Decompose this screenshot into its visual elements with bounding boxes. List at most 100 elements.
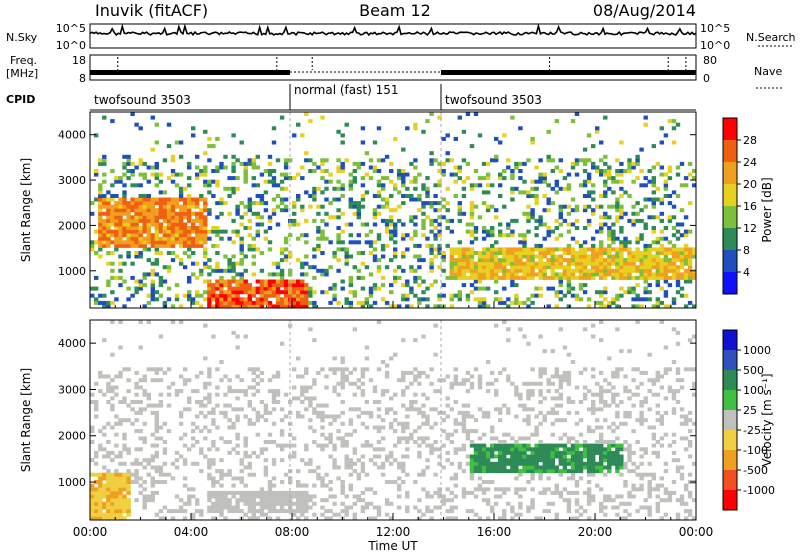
power-cell <box>98 161 103 166</box>
power-cell <box>498 251 503 255</box>
power-cell <box>267 286 273 291</box>
power-cell <box>667 283 673 288</box>
power-cell <box>348 283 353 288</box>
power-cell <box>146 204 151 209</box>
power-cell <box>187 194 192 198</box>
velocity-cell <box>231 494 236 499</box>
power-cell <box>582 183 588 188</box>
velocity-cell <box>324 414 329 419</box>
velocity-cell <box>538 476 543 481</box>
velocity-cell <box>288 501 293 506</box>
velocity-cell <box>538 370 543 375</box>
power-cell <box>655 283 660 288</box>
velocity-cell <box>692 461 697 466</box>
velocity-cell <box>494 469 499 474</box>
power-cell <box>90 293 95 298</box>
velocity-cell <box>659 385 664 390</box>
velocity-cell <box>639 370 644 375</box>
velocity-cell <box>348 461 353 466</box>
power-cell <box>599 258 604 263</box>
velocity-cell <box>328 432 333 437</box>
velocity-cell <box>94 454 99 459</box>
power-cell <box>98 247 103 252</box>
velocity-cell <box>514 385 519 390</box>
power-cell <box>663 194 669 198</box>
velocity-cell <box>296 469 301 474</box>
velocity-cell <box>126 450 131 455</box>
velocity-cell <box>595 469 600 474</box>
power-cell <box>211 179 216 184</box>
velocity-cell <box>546 476 551 481</box>
velocity-cell <box>360 490 366 495</box>
power-cell <box>332 197 337 202</box>
power-cell <box>170 158 176 163</box>
power-cell <box>582 251 588 255</box>
power-cell <box>603 251 608 255</box>
power-cell <box>110 222 115 227</box>
power-cell <box>393 254 398 259</box>
power-cell <box>530 300 535 305</box>
power-cell <box>538 272 543 277</box>
velocity-cell <box>433 440 438 444</box>
velocity-cell <box>380 465 386 470</box>
power-cell <box>118 176 123 181</box>
velocity-cell <box>118 483 123 488</box>
velocity-cell <box>340 381 345 386</box>
power-cell <box>106 222 111 227</box>
power-cell <box>514 268 519 273</box>
velocity-cell <box>546 410 551 415</box>
power-cell <box>126 240 131 245</box>
power-cell <box>126 218 131 223</box>
velocity-cell <box>122 443 127 448</box>
cpid-segment-2: normal (fast) 151 <box>294 83 398 97</box>
velocity-cell <box>683 509 689 514</box>
velocity-cell <box>356 476 361 481</box>
velocity-cell <box>247 505 252 510</box>
velocity-cell <box>336 367 341 372</box>
velocity-cell <box>106 440 111 444</box>
xtick-label-2: 08:00 <box>275 525 310 539</box>
power-cell <box>481 247 487 252</box>
velocity-cell <box>259 498 265 503</box>
velocity-cell <box>599 509 604 514</box>
power-cell <box>522 268 527 273</box>
velocity-cell <box>582 396 588 401</box>
power-cell <box>409 304 414 309</box>
power-cell <box>219 283 224 288</box>
velocity-cell <box>243 440 248 444</box>
power-cell <box>134 222 139 227</box>
velocity-cell <box>251 505 256 510</box>
power-cell <box>643 243 648 248</box>
power-cell <box>409 290 414 295</box>
power-cell <box>235 233 240 238</box>
power-cell <box>102 197 107 202</box>
velocity-cell <box>481 490 487 495</box>
velocity-cell <box>90 392 95 397</box>
power-cell <box>687 300 693 305</box>
velocity-cell <box>263 403 269 408</box>
power-cell <box>231 293 236 298</box>
power-cell <box>348 183 353 188</box>
power-cell <box>558 169 563 173</box>
velocity-cell <box>449 509 454 514</box>
power-cell <box>566 204 572 209</box>
velocity-cell <box>591 374 596 379</box>
power-cell <box>239 236 244 241</box>
power-cell <box>283 286 289 291</box>
velocity-cell <box>421 414 426 419</box>
power-cell <box>356 165 361 170</box>
power-cell <box>667 215 673 220</box>
power-cell <box>203 197 208 202</box>
power-cell <box>599 275 604 280</box>
velocity-cell <box>655 440 660 444</box>
power-cell <box>461 179 467 184</box>
velocity-cell <box>211 494 216 499</box>
power-cell <box>437 222 442 227</box>
power-cell <box>279 268 285 273</box>
power-cell <box>134 165 139 170</box>
power-cell <box>506 304 511 309</box>
power-cell <box>453 194 458 198</box>
velocity-cell <box>389 454 394 459</box>
velocity-cell <box>401 461 406 466</box>
power-cell <box>655 197 660 202</box>
